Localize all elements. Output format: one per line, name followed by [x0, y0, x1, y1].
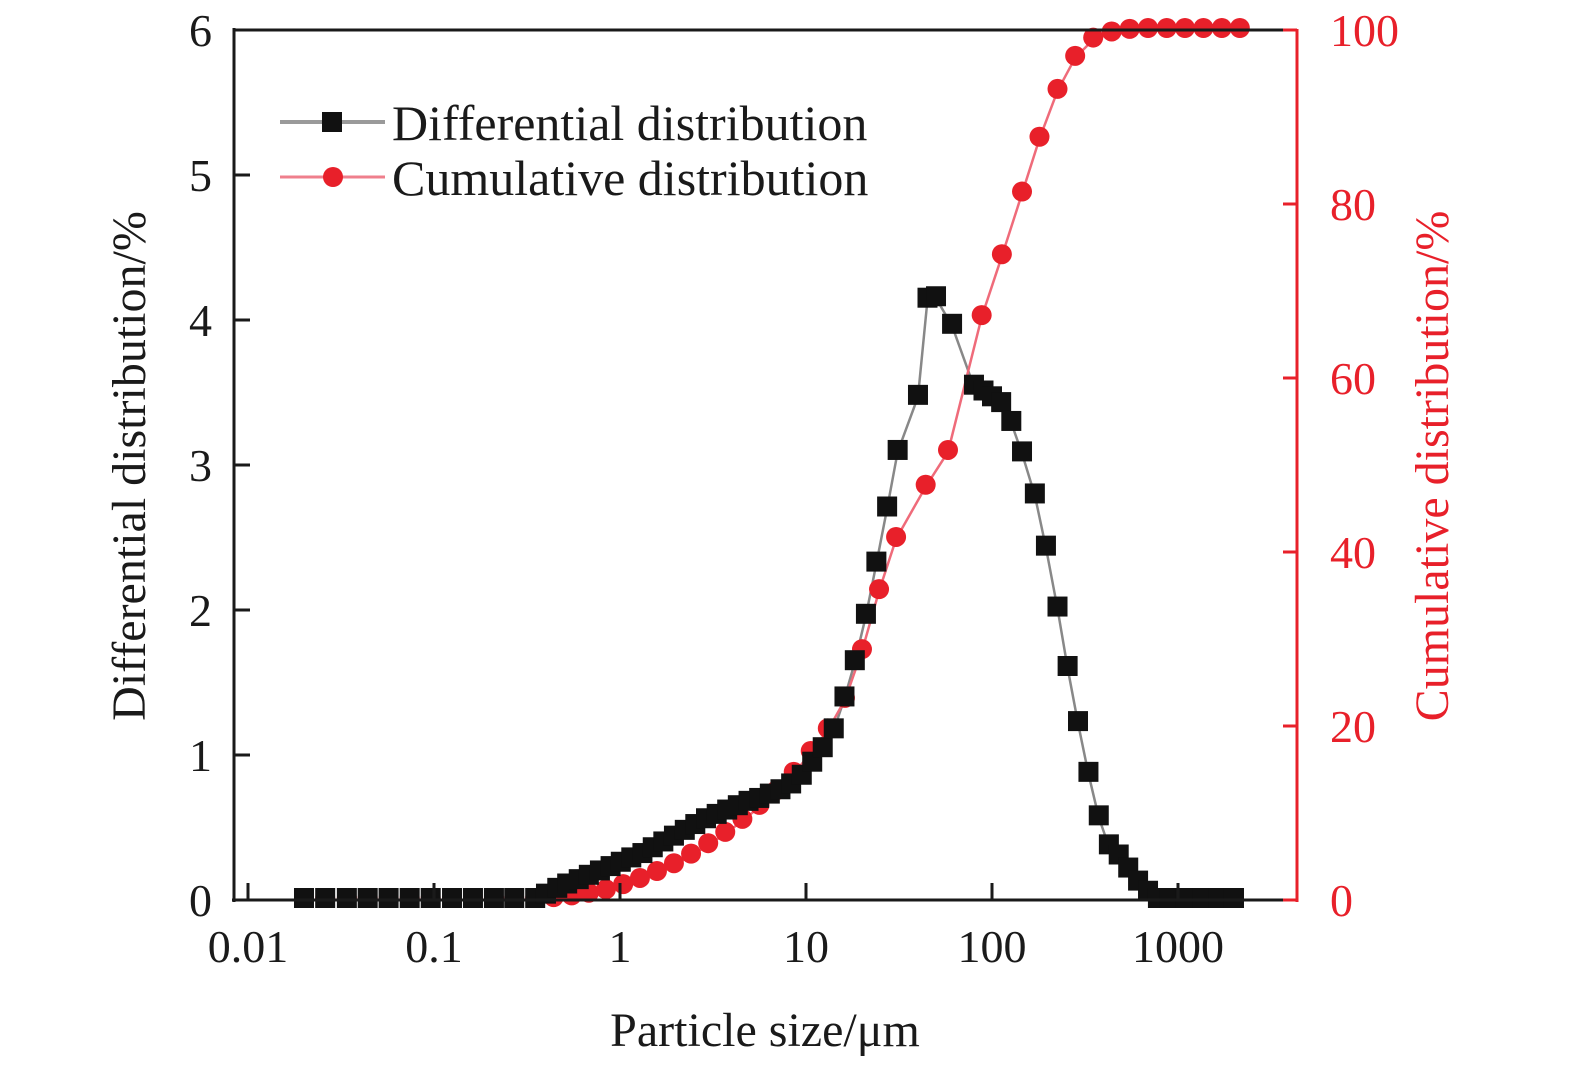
cumulative-data-point [1138, 18, 1159, 38]
differential-data-point [1175, 888, 1196, 908]
y-tick-label: 4 [189, 295, 212, 346]
differential-data-point [293, 888, 314, 908]
cumulative-data-point [1174, 18, 1195, 38]
y-tick-label: 5 [189, 150, 212, 201]
legend-cumulative-circle-icon [323, 167, 343, 187]
differential-data-point [1001, 410, 1022, 431]
cumulative-data-point [663, 853, 684, 874]
x-tick-label: 100 [958, 921, 1027, 972]
legend-differential-square-icon [322, 112, 342, 132]
y-tick-label: 3 [189, 440, 212, 491]
cumulative-data-point [971, 305, 992, 326]
y2-axis-ticks: 0 20 40 60 80 100 [1283, 5, 1399, 926]
differential-data-point [1012, 441, 1033, 462]
y-tick-label: 1 [189, 730, 212, 781]
differential-data-point [420, 888, 441, 908]
differential-data-point [1057, 656, 1078, 676]
cumulative-data-point [1012, 181, 1033, 202]
differential-data-point [877, 496, 898, 517]
differential-data-point [907, 384, 928, 405]
cumulative-data-point [1047, 78, 1068, 99]
differential-data-point [844, 650, 865, 671]
differential-data-point [1192, 888, 1213, 908]
y2-tick-label: 100 [1330, 5, 1399, 56]
differential-data-point [357, 888, 378, 908]
y2-axis-title: Cumulative distribution/% [1406, 211, 1459, 722]
cumulative-data-point [1065, 45, 1086, 66]
cumulative-data-point [1156, 18, 1177, 38]
y-axis-ticks: 0 1 2 3 4 5 6 [189, 5, 250, 926]
differential-data-point [823, 718, 844, 739]
cumulative-data-point [646, 861, 667, 882]
cumulative-data-point [613, 874, 634, 895]
cumulative-data-point [869, 579, 890, 600]
differential-data-point [1035, 535, 1056, 556]
differential-data-point [483, 888, 504, 908]
cumulative-data-point [886, 526, 907, 547]
cumulative-data-point [629, 867, 650, 888]
x-axis-title: Particle size/μm [610, 1004, 920, 1057]
cumulative-data-point [595, 879, 616, 900]
x-tick-label: 10 [783, 921, 829, 972]
legend-differential-label: Differential distribution [392, 95, 867, 151]
differential-data-point [855, 603, 876, 624]
legend-cumulative-label: Cumulative distribution [392, 150, 868, 206]
differential-data-point [991, 392, 1012, 413]
x-axis-ticks: 0.01 0.1 1 10 100 1000 [208, 883, 1224, 972]
cumulative-data-point [1211, 18, 1232, 38]
cumulative-data-point [915, 474, 936, 495]
y2-tick-label: 40 [1330, 527, 1376, 578]
legend: Differential distribution Cumulative dis… [280, 95, 868, 206]
cumulative-data-point [698, 833, 719, 854]
differential-data-point [834, 686, 855, 707]
cumulative-data-point [1193, 18, 1214, 38]
differential-data-point [315, 888, 336, 908]
differential-data-point [462, 888, 483, 908]
differential-data-point [1047, 596, 1068, 617]
legend-item-differential: Differential distribution [280, 95, 867, 151]
y-tick-label: 0 [189, 875, 212, 926]
y-tick-label: 6 [189, 5, 212, 56]
differential-data-point [1024, 483, 1045, 504]
differential-data-point [887, 439, 908, 460]
differential-data-point [812, 737, 833, 758]
differential-series-markers [293, 286, 1244, 908]
cumulative-data-point [715, 821, 736, 842]
cumulative-data-point [937, 439, 958, 460]
cumulative-data-point [1029, 126, 1050, 147]
differential-data-point [1159, 888, 1180, 908]
y2-tick-label: 80 [1330, 179, 1376, 230]
cumulative-data-point [1083, 27, 1104, 48]
differential-data-point [504, 888, 525, 908]
differential-data-point [399, 888, 420, 908]
y2-tick-label: 60 [1330, 353, 1376, 404]
x-tick-label: 0.1 [405, 921, 463, 972]
y2-tick-label: 0 [1330, 875, 1353, 926]
differential-data-point [1223, 888, 1244, 908]
differential-data-point [1078, 761, 1099, 782]
y-tick-label: 2 [189, 585, 212, 636]
x-tick-label: 1 [609, 921, 632, 972]
differential-data-point [1068, 711, 1089, 732]
differential-data-point [442, 888, 463, 908]
differential-data-point [378, 888, 399, 908]
differential-data-point [1208, 888, 1229, 908]
differential-data-point [866, 551, 887, 572]
cumulative-data-point [681, 843, 702, 864]
cumulative-data-point [991, 244, 1012, 265]
legend-item-cumulative: Cumulative distribution [280, 150, 868, 206]
differential-data-point [942, 313, 963, 334]
cumulative-data-point [1229, 18, 1250, 38]
differential-data-point [926, 286, 947, 307]
x-tick-label: 0.01 [208, 921, 289, 972]
differential-data-point [1088, 805, 1109, 826]
y-axis-title: Differential distribution/% [103, 211, 156, 721]
y2-tick-label: 20 [1330, 701, 1376, 752]
differential-data-point [336, 888, 357, 908]
x-tick-label: 1000 [1132, 921, 1224, 972]
